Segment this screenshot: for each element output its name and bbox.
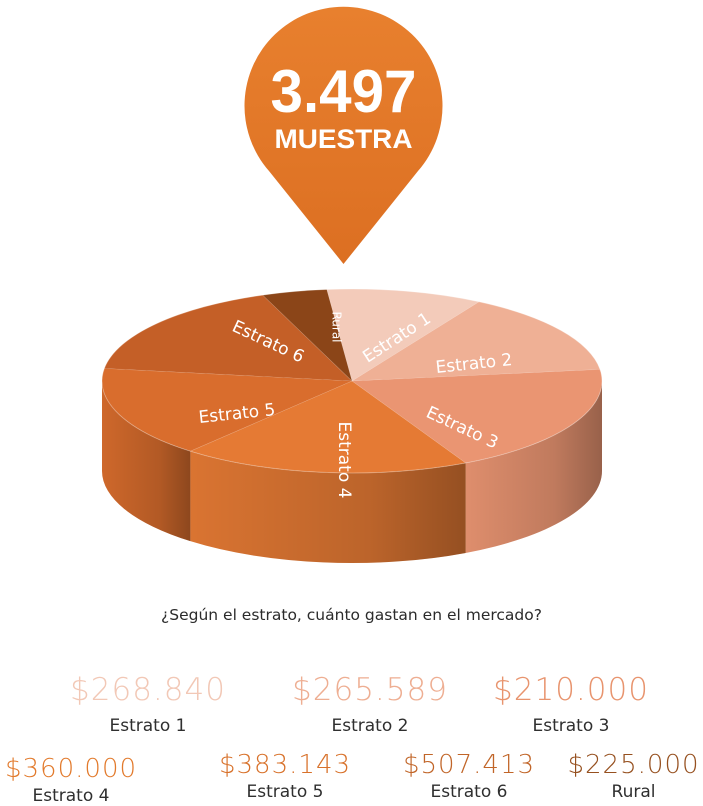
pie-slice-estrato-4 [189, 380, 467, 474]
pie-label-rural: Rural [330, 311, 344, 342]
stat-amount: $265.589 [292, 672, 448, 708]
stat-label: Rural [611, 782, 656, 802]
stat-estrato-6: $507.413 Estrato 6 [398, 752, 540, 801]
pie-side-shade [465, 381, 602, 553]
pie-top-face [101, 288, 603, 474]
stat-estrato-4: $360.000 Estrato 4 [0, 756, 142, 805]
stat-estrato-3: $210.000 Estrato 3 [481, 675, 661, 735]
stat-amount: $360.000 [4, 754, 138, 784]
pie-slice-rural [262, 289, 353, 382]
survey-question: ¿Según el estrato, cuánto gastan en el m… [161, 606, 542, 624]
stat-amount: $225.000 [567, 750, 700, 780]
pie-slice-estrato-6 [103, 294, 353, 382]
stat-estrato-2: $265.589 Estrato 2 [280, 675, 460, 735]
stat-label: Estrato 4 [32, 786, 110, 806]
sample-label: MUESTRA [275, 124, 413, 154]
stat-amount: $383.143 [218, 750, 352, 780]
stat-amount: $210.000 [493, 672, 649, 708]
stat-label: Estrato 3 [532, 716, 610, 736]
location-pin-icon [244, 6, 443, 264]
pie-slice-estrato-2 [350, 301, 601, 382]
sample-badge: 3.497 MUESTRA [244, 6, 443, 264]
stat-rural: $225.000 Rural [564, 752, 703, 801]
stat-label: Estrato 5 [246, 782, 324, 802]
stat-label: Estrato 2 [331, 716, 409, 736]
pie-slice-estrato-1 [326, 288, 480, 382]
sample-value: 3.497 [271, 58, 417, 125]
stat-amount: $268.840 [70, 672, 226, 708]
pie-label-estrato-4: Estrato 4 [334, 422, 354, 499]
pie-side-shade [190, 451, 466, 563]
stat-label: Estrato 1 [109, 716, 187, 736]
stat-amount: $507.413 [402, 750, 536, 780]
pie-slice-estrato-5 [101, 368, 353, 452]
pie-slice-estrato-3 [351, 369, 603, 464]
pie-rim [101, 288, 603, 474]
pie-side-shade [102, 381, 191, 542]
stat-estrato-5: $383.143 Estrato 5 [214, 752, 356, 801]
pie-side-wall [102, 381, 602, 563]
stat-label: Estrato 6 [430, 782, 508, 802]
stat-estrato-1: $268.840 Estrato 1 [58, 675, 238, 735]
